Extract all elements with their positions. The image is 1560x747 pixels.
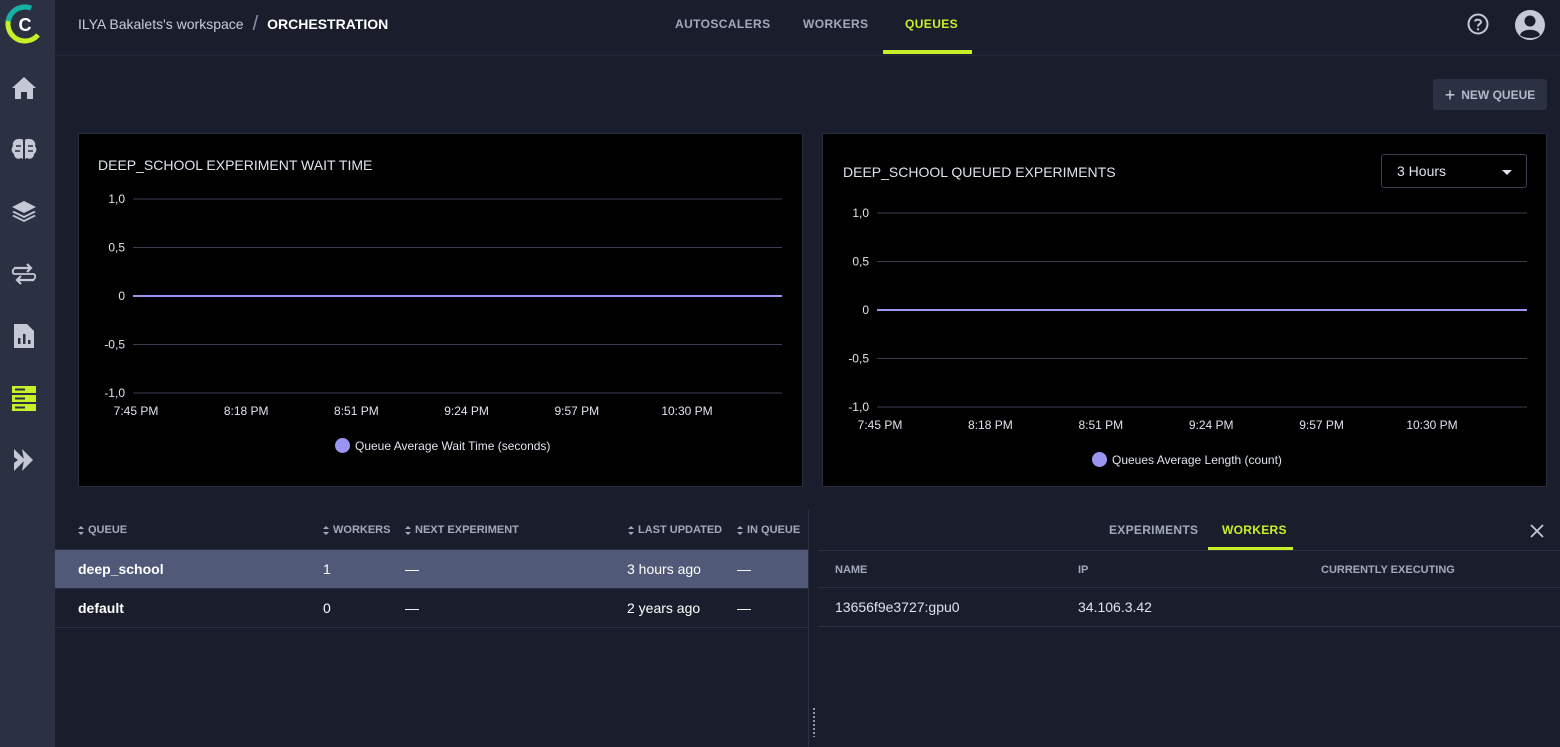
y-tick-label: -1,0 bbox=[848, 400, 869, 414]
column-header-queue[interactable]: QUEUE bbox=[78, 524, 127, 536]
sidebar: C bbox=[0, 0, 55, 747]
queue-next-experiment: — bbox=[405, 600, 419, 616]
workers-table-header: NAME IP CURRENTLY EXECUTING bbox=[818, 550, 1560, 588]
new-queue-button[interactable]: + NEW QUEUE bbox=[1433, 79, 1547, 110]
close-icon[interactable] bbox=[1530, 524, 1544, 538]
reports-icon[interactable] bbox=[10, 322, 38, 350]
queued-experiments-chart: DEEP_SCHOOL QUEUED EXPERIMENTS 3 Hours 1… bbox=[822, 133, 1547, 487]
drag-grip-icon bbox=[812, 707, 816, 737]
tab-autoscalers[interactable]: AUTOSCALERS bbox=[675, 17, 771, 31]
table-row[interactable]: default 0 — 2 years ago — bbox=[55, 589, 808, 628]
sort-icon bbox=[78, 525, 84, 535]
x-tick-label: 8:18 PM bbox=[968, 418, 1013, 432]
x-tick-label: 9:24 PM bbox=[1189, 418, 1234, 432]
caret-down-icon bbox=[1502, 170, 1512, 175]
worker-ip: 34.106.3.42 bbox=[1078, 599, 1152, 615]
brain-icon[interactable] bbox=[10, 135, 38, 163]
applications-icon[interactable] bbox=[10, 446, 38, 474]
y-tick-label: 0 bbox=[862, 303, 869, 317]
layers-icon[interactable] bbox=[10, 197, 38, 225]
column-header-name[interactable]: NAME bbox=[835, 564, 868, 576]
chart-legend[interactable]: Queue Average Wait Time (seconds) bbox=[335, 438, 550, 453]
page-title: ORCHESTRATION bbox=[267, 16, 389, 32]
tab-experiments[interactable]: EXPERIMENTS bbox=[1109, 523, 1199, 537]
chart-title: DEEP_SCHOOL QUEUED EXPERIMENTS bbox=[843, 164, 1116, 180]
wait-time-chart: DEEP_SCHOOL EXPERIMENT WAIT TIME 1,0 0,5 0… bbox=[78, 133, 803, 487]
y-tick-label: 0,5 bbox=[852, 255, 869, 269]
y-tick-label: 1,0 bbox=[852, 206, 869, 220]
x-tick-label: 7:45 PM bbox=[858, 418, 903, 432]
legend-marker bbox=[1092, 452, 1107, 467]
y-tick-label: 0 bbox=[118, 289, 125, 303]
x-tick-label: 9:57 PM bbox=[1299, 418, 1344, 432]
breadcrumb-separator: / bbox=[252, 13, 259, 35]
column-header-last-updated[interactable]: LAST UPDATED bbox=[628, 524, 722, 536]
legend-marker bbox=[335, 438, 350, 453]
top-bar: ILYA Bakalets's workspace / ORCHESTRATIO… bbox=[55, 0, 1560, 56]
x-tick-label: 8:51 PM bbox=[334, 404, 379, 418]
x-tick-label: 9:24 PM bbox=[444, 404, 489, 418]
y-tick-label: 0,5 bbox=[108, 241, 125, 255]
queue-last-updated: 3 hours ago bbox=[627, 561, 701, 577]
column-header-currently-executing[interactable]: CURRENTLY EXECUTING bbox=[1321, 564, 1455, 576]
queue-name: default bbox=[78, 600, 124, 616]
column-header-ip[interactable]: IP bbox=[1078, 564, 1089, 576]
time-range-value: 3 Hours bbox=[1397, 163, 1447, 179]
plus-icon: + bbox=[1444, 84, 1456, 105]
queue-table: QUEUE WORKERS NEXT EXPERIMENT LAST UPDAT… bbox=[55, 510, 808, 747]
active-tab-indicator bbox=[883, 50, 972, 54]
queued-experiments-plot: 1,0 0,5 0 -0,5 -1,0 7:45 PM 8:18 PM 8:51 PM 9:24… bbox=[848, 206, 1527, 432]
time-range-select[interactable]: 3 Hours bbox=[1381, 154, 1527, 188]
queue-in-queue: — bbox=[737, 561, 751, 577]
y-tick-label: -0,5 bbox=[104, 338, 125, 352]
y-tick-label: 1,0 bbox=[108, 192, 125, 206]
sort-icon bbox=[737, 525, 743, 535]
column-header-workers[interactable]: WORKERS bbox=[323, 524, 390, 536]
sort-icon bbox=[323, 525, 329, 535]
queue-workers: 0 bbox=[323, 600, 331, 616]
x-tick-label: 9:57 PM bbox=[554, 404, 599, 418]
new-queue-label: NEW QUEUE bbox=[1461, 87, 1536, 102]
breadcrumb-workspace[interactable]: ILYA Bakalets's workspace bbox=[78, 16, 244, 32]
queue-table-header: QUEUE WORKERS NEXT EXPERIMENT LAST UPDAT… bbox=[55, 510, 808, 550]
clearml-logo-icon[interactable]: C bbox=[5, 4, 45, 44]
x-tick-label: 8:18 PM bbox=[224, 404, 269, 418]
queue-name: deep_school bbox=[78, 561, 164, 577]
chart-title: DEEP_SCHOOL EXPERIMENT WAIT TIME bbox=[98, 157, 373, 173]
column-header-next-experiment[interactable]: NEXT EXPERIMENT bbox=[405, 524, 519, 536]
queue-in-queue: — bbox=[737, 600, 751, 616]
x-tick-label: 10:30 PM bbox=[1406, 418, 1457, 432]
chart-legend[interactable]: Queues Average Length (count) bbox=[1092, 452, 1282, 467]
wait-time-plot: 1,0 0,5 0 -0,5 -1,0 7:45 PM 8:18 PM 8:51 PM 9:24… bbox=[104, 192, 782, 418]
x-tick-label: 10:30 PM bbox=[661, 404, 712, 418]
queue-info-panel: EXPERIMENTS WORKERS NAME IP CURRENTLY EX… bbox=[818, 510, 1560, 747]
queue-workers: 1 bbox=[323, 561, 331, 577]
avatar[interactable] bbox=[1514, 9, 1546, 41]
column-header-in-queue[interactable]: IN QUEUE bbox=[737, 524, 800, 536]
breadcrumb: ILYA Bakalets's workspace / ORCHESTRATIO… bbox=[78, 13, 389, 35]
legend-label: Queues Average Length (count) bbox=[1112, 452, 1282, 467]
worker-name: 13656f9e3727:gpu0 bbox=[835, 599, 960, 615]
help-icon[interactable] bbox=[1467, 13, 1489, 35]
orchestration-icon[interactable] bbox=[10, 384, 38, 412]
tab-workers[interactable]: WORKERS bbox=[803, 17, 869, 31]
y-tick-label: -1,0 bbox=[104, 386, 125, 400]
queue-next-experiment: — bbox=[405, 561, 419, 577]
x-tick-label: 7:45 PM bbox=[114, 404, 159, 418]
tab-queues[interactable]: QUEUES bbox=[905, 17, 959, 31]
table-row[interactable]: 13656f9e3727:gpu0 34.106.3.42 bbox=[818, 588, 1560, 627]
sort-icon bbox=[405, 525, 411, 535]
table-row[interactable]: deep_school 1 — 3 hours ago — bbox=[55, 550, 808, 589]
legend-label: Queue Average Wait Time (seconds) bbox=[355, 438, 551, 453]
x-tick-label: 8:51 PM bbox=[1078, 418, 1123, 432]
home-icon[interactable] bbox=[10, 74, 38, 102]
panel-resize-handle[interactable] bbox=[808, 510, 818, 747]
pipelines-icon[interactable] bbox=[10, 260, 38, 288]
svg-text:C: C bbox=[19, 15, 32, 35]
tab-workers-panel[interactable]: WORKERS bbox=[1222, 523, 1287, 537]
active-tab-indicator bbox=[1208, 547, 1293, 550]
y-tick-label: -0,5 bbox=[848, 352, 869, 366]
sort-icon bbox=[628, 525, 634, 535]
queue-last-updated: 2 years ago bbox=[627, 600, 701, 616]
